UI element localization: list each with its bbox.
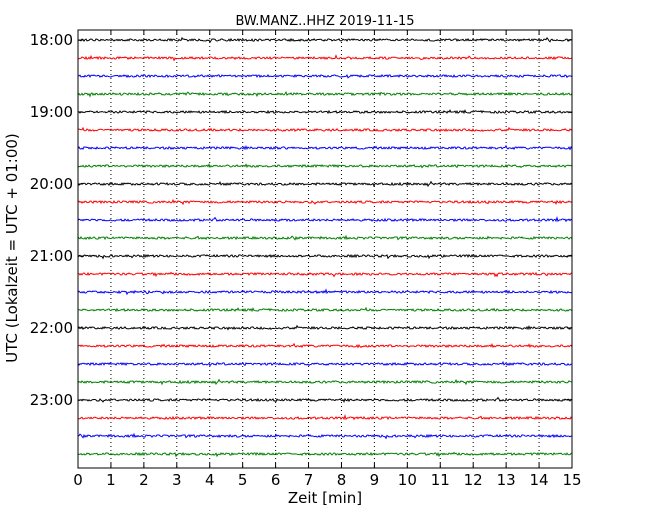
x-tick-label: 10 — [398, 471, 417, 489]
x-tick-label: 15 — [562, 471, 581, 489]
trace-line — [78, 342, 573, 349]
trace-line — [77, 396, 573, 404]
trace-line — [77, 109, 573, 115]
x-tick-label: 4 — [205, 471, 215, 489]
trace-line — [77, 73, 573, 79]
x-tick-label: 11 — [431, 471, 450, 489]
x-tick-label: 1 — [106, 471, 116, 489]
x-tick-label: 13 — [497, 471, 516, 489]
x-tick-label: 9 — [370, 471, 380, 489]
trace-line — [77, 162, 573, 169]
x-tick-label: 5 — [238, 471, 248, 489]
trace-line — [77, 180, 573, 188]
x-tick-label: 3 — [172, 471, 182, 489]
trace-line — [77, 36, 573, 44]
trace-line — [77, 288, 573, 296]
trace-line — [77, 324, 573, 331]
y-tick-label: 19:00 — [30, 103, 73, 121]
y-tick-label: 23:00 — [30, 391, 73, 409]
x-tick-label: 14 — [530, 471, 549, 489]
trace-line — [77, 234, 573, 241]
trace-line — [77, 126, 573, 133]
trace-line — [77, 360, 573, 367]
trace-line — [77, 306, 573, 313]
x-axis-label: Zeit [min] — [288, 489, 362, 507]
y-tick-label: 20:00 — [30, 175, 73, 193]
y-axis-label: UTC (Lokalzeit = UTC + 01:00) — [3, 133, 21, 363]
x-axis-ticks: 0 1 2 3 4 5 6 7 8 9 10 11 12 13 14 15 — [73, 30, 582, 489]
y-tick-label: 21:00 — [30, 247, 73, 265]
y-tick-label: 18:00 — [30, 31, 73, 49]
trace-line — [77, 432, 573, 440]
y-tick-label: 22:00 — [30, 319, 73, 337]
x-tick-label: 6 — [271, 471, 281, 489]
seismogram-traces — [77, 36, 573, 458]
chart-title: BW.MANZ..HHZ 2019-11-15 — [235, 14, 414, 29]
x-tick-label: 2 — [139, 471, 149, 489]
x-tick-label: 12 — [464, 471, 483, 489]
plot-frame — [77, 29, 573, 469]
trace-line — [77, 198, 573, 206]
trace-line — [77, 144, 573, 151]
trace-line — [77, 271, 573, 278]
trace-line — [77, 215, 573, 223]
x-tick-label: 7 — [304, 471, 314, 489]
trace-line — [77, 253, 573, 260]
plot-area — [78, 30, 572, 468]
x-tick-label: 8 — [337, 471, 347, 489]
x-tick-label: 0 — [73, 471, 83, 489]
trace-line — [77, 90, 573, 98]
trace-line — [77, 378, 573, 386]
trace-line — [77, 54, 573, 62]
y-axis-ticks: 18:00 19:00 20:00 21:00 22:00 23:00 — [30, 31, 572, 409]
trace-line — [77, 413, 573, 421]
trace-line — [77, 451, 573, 458]
